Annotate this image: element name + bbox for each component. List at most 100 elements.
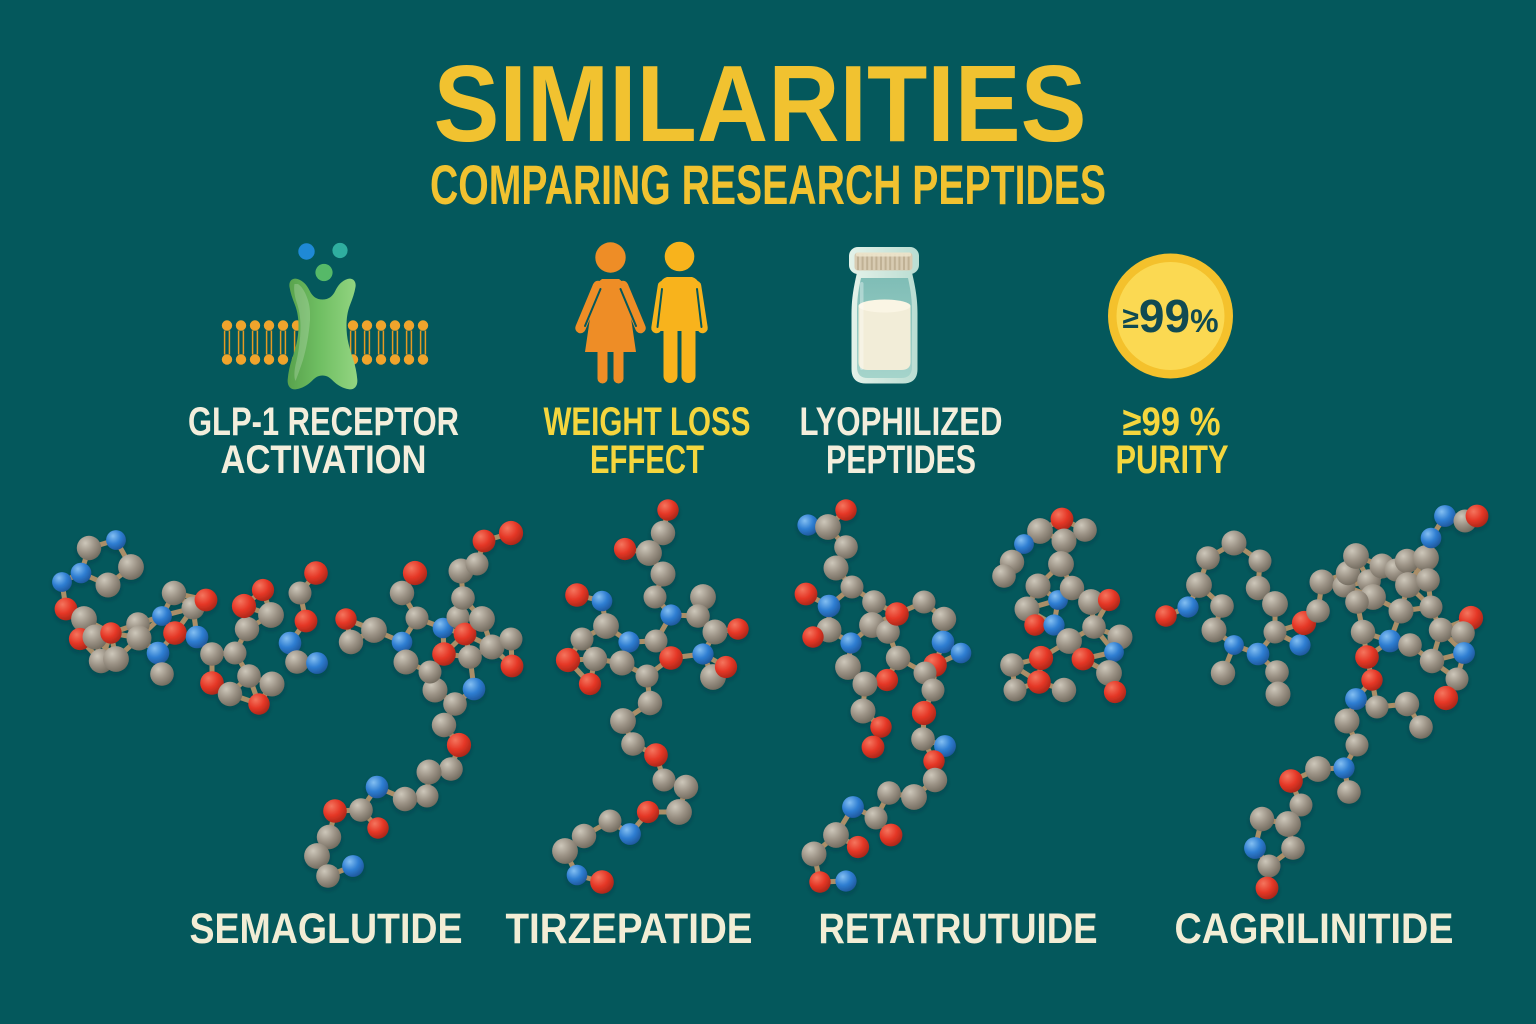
caption-purity-line2: PURITY bbox=[1116, 438, 1229, 482]
atom-n bbox=[566, 864, 588, 886]
lipid-head bbox=[389, 354, 401, 365]
atom-c bbox=[885, 645, 911, 671]
receptor-highlight bbox=[294, 284, 311, 381]
atom-n bbox=[1177, 596, 1199, 618]
atom-o bbox=[1465, 504, 1489, 528]
atom-c bbox=[1245, 575, 1271, 601]
atom-c bbox=[258, 602, 284, 628]
atom-c bbox=[1388, 598, 1414, 624]
vial-cap bbox=[854, 252, 913, 271]
atom-c bbox=[1409, 715, 1433, 739]
atom-o bbox=[335, 608, 357, 630]
atom-c bbox=[499, 627, 523, 651]
atom-c bbox=[288, 581, 312, 605]
atom-n bbox=[1378, 629, 1402, 653]
atom-c bbox=[1000, 653, 1024, 677]
atom-o bbox=[727, 618, 749, 640]
atom-c bbox=[1275, 811, 1301, 837]
atom-c bbox=[1051, 677, 1077, 703]
atom-c bbox=[1073, 518, 1097, 542]
atom-c bbox=[650, 520, 676, 546]
atom-c bbox=[1048, 551, 1074, 577]
lipid-head bbox=[221, 320, 233, 331]
atom-c bbox=[150, 662, 174, 686]
lipid-head bbox=[417, 354, 429, 365]
atom-o bbox=[432, 642, 456, 666]
atom-c bbox=[126, 625, 152, 651]
atom-c bbox=[911, 727, 935, 751]
atom-o bbox=[659, 646, 683, 670]
lipid-head bbox=[249, 320, 261, 331]
atom-c bbox=[223, 641, 247, 665]
atom-n bbox=[1104, 642, 1124, 662]
atom-n bbox=[1246, 642, 1270, 666]
atom-c bbox=[1248, 549, 1272, 573]
atom-o bbox=[402, 560, 428, 586]
atom-n bbox=[462, 677, 486, 701]
atom-o bbox=[1355, 645, 1379, 669]
atom-c bbox=[422, 677, 448, 703]
atom-o bbox=[714, 655, 738, 679]
atom-o bbox=[1433, 685, 1459, 711]
atom-c bbox=[1265, 681, 1291, 707]
atom-o bbox=[1361, 669, 1383, 691]
atom-o bbox=[1255, 876, 1279, 900]
atom-o bbox=[1155, 605, 1177, 627]
atom-c bbox=[1419, 648, 1445, 674]
atom-n bbox=[931, 630, 955, 654]
caption-purity-line1: ≥99 % bbox=[1123, 400, 1221, 444]
atom-n bbox=[1333, 757, 1355, 779]
atom-n bbox=[660, 604, 682, 626]
atom-c bbox=[1343, 543, 1369, 569]
atom-c bbox=[801, 841, 827, 867]
atom-c bbox=[1345, 590, 1369, 614]
ligand-dot-blue bbox=[298, 243, 315, 260]
vial-powder-top bbox=[858, 299, 911, 313]
atom-c bbox=[1398, 633, 1422, 657]
atom-c bbox=[161, 580, 187, 606]
atom-o bbox=[304, 561, 328, 585]
atom-c bbox=[552, 838, 578, 864]
atom-c bbox=[1416, 568, 1440, 592]
atom-c bbox=[1394, 691, 1420, 717]
atom-c bbox=[361, 617, 387, 643]
atom-c bbox=[1210, 660, 1236, 686]
atom-o bbox=[472, 529, 496, 553]
atom-o bbox=[809, 871, 831, 893]
atom-c bbox=[1082, 615, 1106, 639]
atom-o bbox=[1071, 647, 1095, 671]
atom-o bbox=[911, 700, 937, 726]
atom-o bbox=[194, 588, 218, 612]
atom-c bbox=[1249, 806, 1275, 832]
atom-n bbox=[1420, 527, 1442, 549]
atom-c bbox=[686, 604, 710, 628]
atom-c bbox=[1059, 575, 1085, 601]
atom-c bbox=[1345, 733, 1369, 757]
lipid-head bbox=[375, 354, 387, 365]
atom-c bbox=[1289, 793, 1313, 817]
atom-n bbox=[342, 855, 364, 877]
badge-text: ≥99% bbox=[1122, 290, 1218, 342]
badge-inner-circle bbox=[1116, 262, 1225, 370]
atom-o bbox=[1027, 670, 1051, 694]
atom-n bbox=[1434, 505, 1456, 527]
atom-c bbox=[1394, 548, 1420, 574]
atom-n bbox=[817, 594, 841, 618]
atom-o bbox=[1028, 645, 1054, 671]
atom-n bbox=[1453, 642, 1475, 664]
atom-c bbox=[1210, 594, 1234, 618]
purity-badge-icon: ≥99% bbox=[1108, 253, 1233, 379]
atom-c bbox=[1334, 708, 1360, 734]
atom-o bbox=[875, 668, 899, 692]
atom-n bbox=[840, 632, 862, 654]
molecule-label-semaglutide: SEMAGLUTIDE bbox=[190, 905, 463, 953]
atom-c bbox=[259, 671, 285, 697]
page-title: SIMILARITIES bbox=[434, 43, 1087, 165]
molecule-structure-tirzepatide bbox=[552, 499, 749, 894]
lipid-head bbox=[417, 320, 429, 331]
atom-c bbox=[1201, 617, 1227, 643]
atom-o bbox=[879, 823, 903, 847]
atom-c bbox=[439, 757, 463, 781]
lipid-head bbox=[235, 320, 247, 331]
